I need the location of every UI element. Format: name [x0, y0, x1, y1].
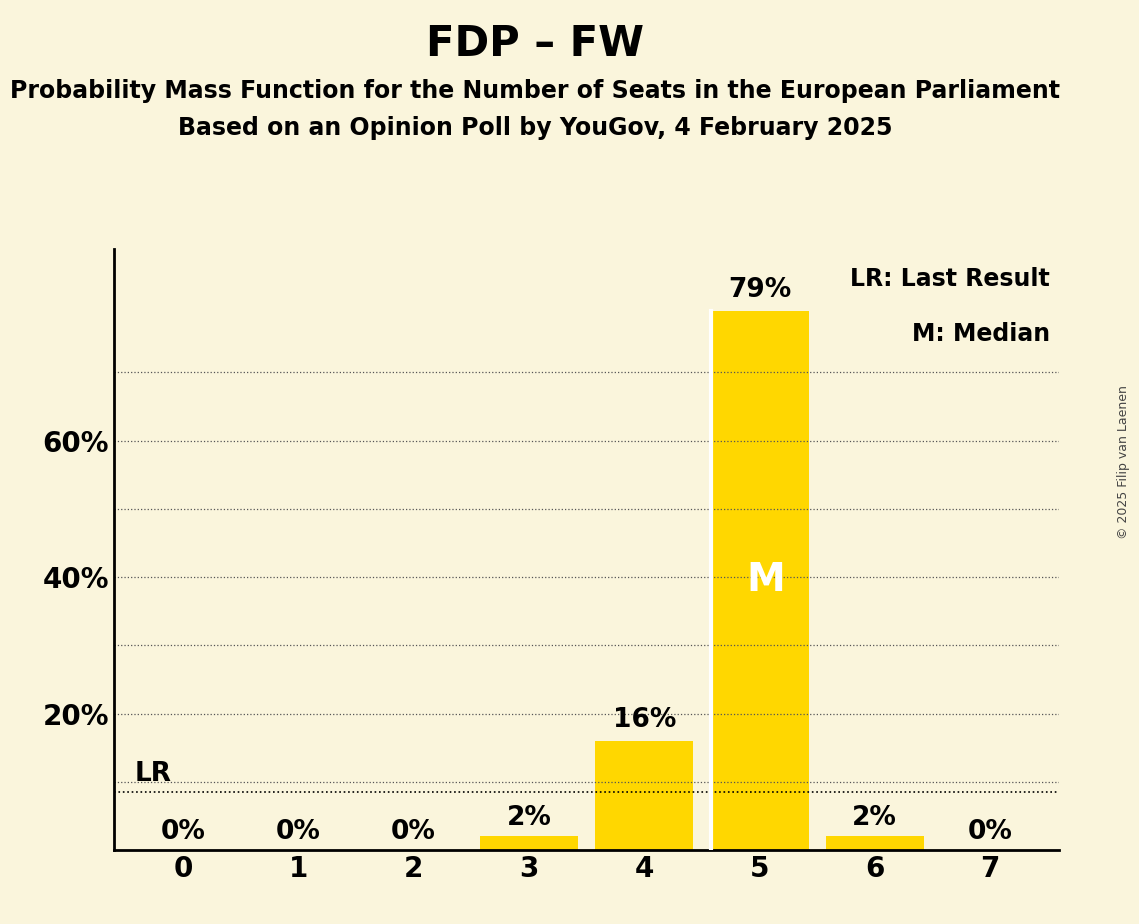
Text: LR: Last Result: LR: Last Result: [850, 268, 1050, 291]
Text: 2%: 2%: [507, 805, 551, 831]
Text: M: Median: M: Median: [911, 322, 1050, 346]
Text: 2%: 2%: [852, 805, 898, 831]
Text: © 2025 Filip van Laenen: © 2025 Filip van Laenen: [1117, 385, 1130, 539]
Text: 0%: 0%: [968, 819, 1013, 845]
Bar: [826, 836, 924, 850]
Text: 79%: 79%: [728, 276, 792, 303]
Bar: [596, 741, 694, 850]
Bar: [480, 836, 577, 850]
Text: M: M: [746, 562, 785, 600]
Text: Based on an Opinion Poll by YouGov, 4 February 2025: Based on an Opinion Poll by YouGov, 4 Fe…: [178, 116, 893, 140]
Text: 0%: 0%: [161, 819, 205, 845]
Text: 0%: 0%: [391, 819, 436, 845]
Text: LR: LR: [134, 760, 172, 786]
Text: Probability Mass Function for the Number of Seats in the European Parliament: Probability Mass Function for the Number…: [10, 79, 1060, 103]
Text: 16%: 16%: [613, 707, 675, 733]
Bar: [711, 310, 809, 850]
Text: 0%: 0%: [276, 819, 321, 845]
Text: FDP – FW: FDP – FW: [426, 23, 645, 65]
